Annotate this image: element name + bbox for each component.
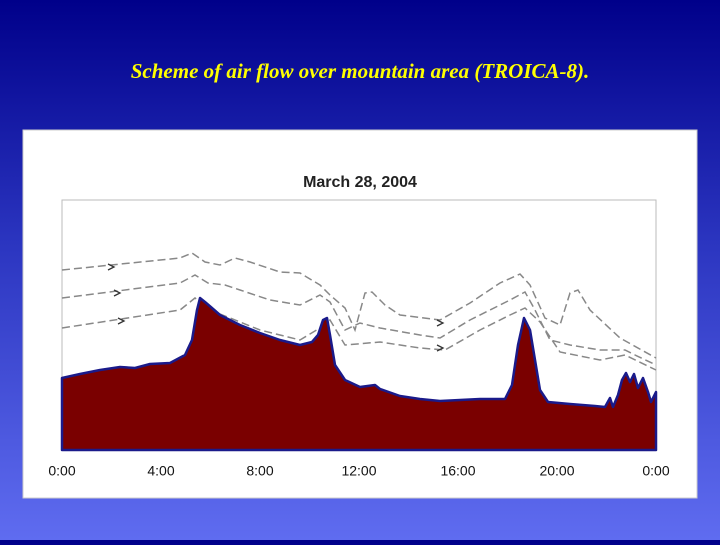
x-tick-label: 4:00: [147, 463, 174, 479]
chart-title: March 28, 2004: [303, 174, 417, 191]
x-tick-label: 20:00: [539, 463, 574, 479]
x-tick-label: 0:00: [642, 463, 669, 479]
flow-lines: [61, 252, 657, 371]
x-tick-label: 8:00: [246, 463, 273, 479]
concentration-area: [60, 296, 658, 452]
x-tick-label: 12:00: [341, 463, 376, 479]
x-tick-label: 0:00: [48, 463, 75, 479]
x-tick-label: 16:00: [440, 463, 475, 479]
flow-arrows: [107, 263, 445, 352]
x-axis-labels: 0:00 4:00 8:00 12:00 16:00 20:00 0:00: [48, 463, 669, 479]
flow-line: [61, 297, 657, 371]
flow-line: [61, 274, 657, 366]
slide-title: Scheme of air flow over mountain area (T…: [131, 59, 590, 83]
flow-line: [61, 252, 657, 359]
